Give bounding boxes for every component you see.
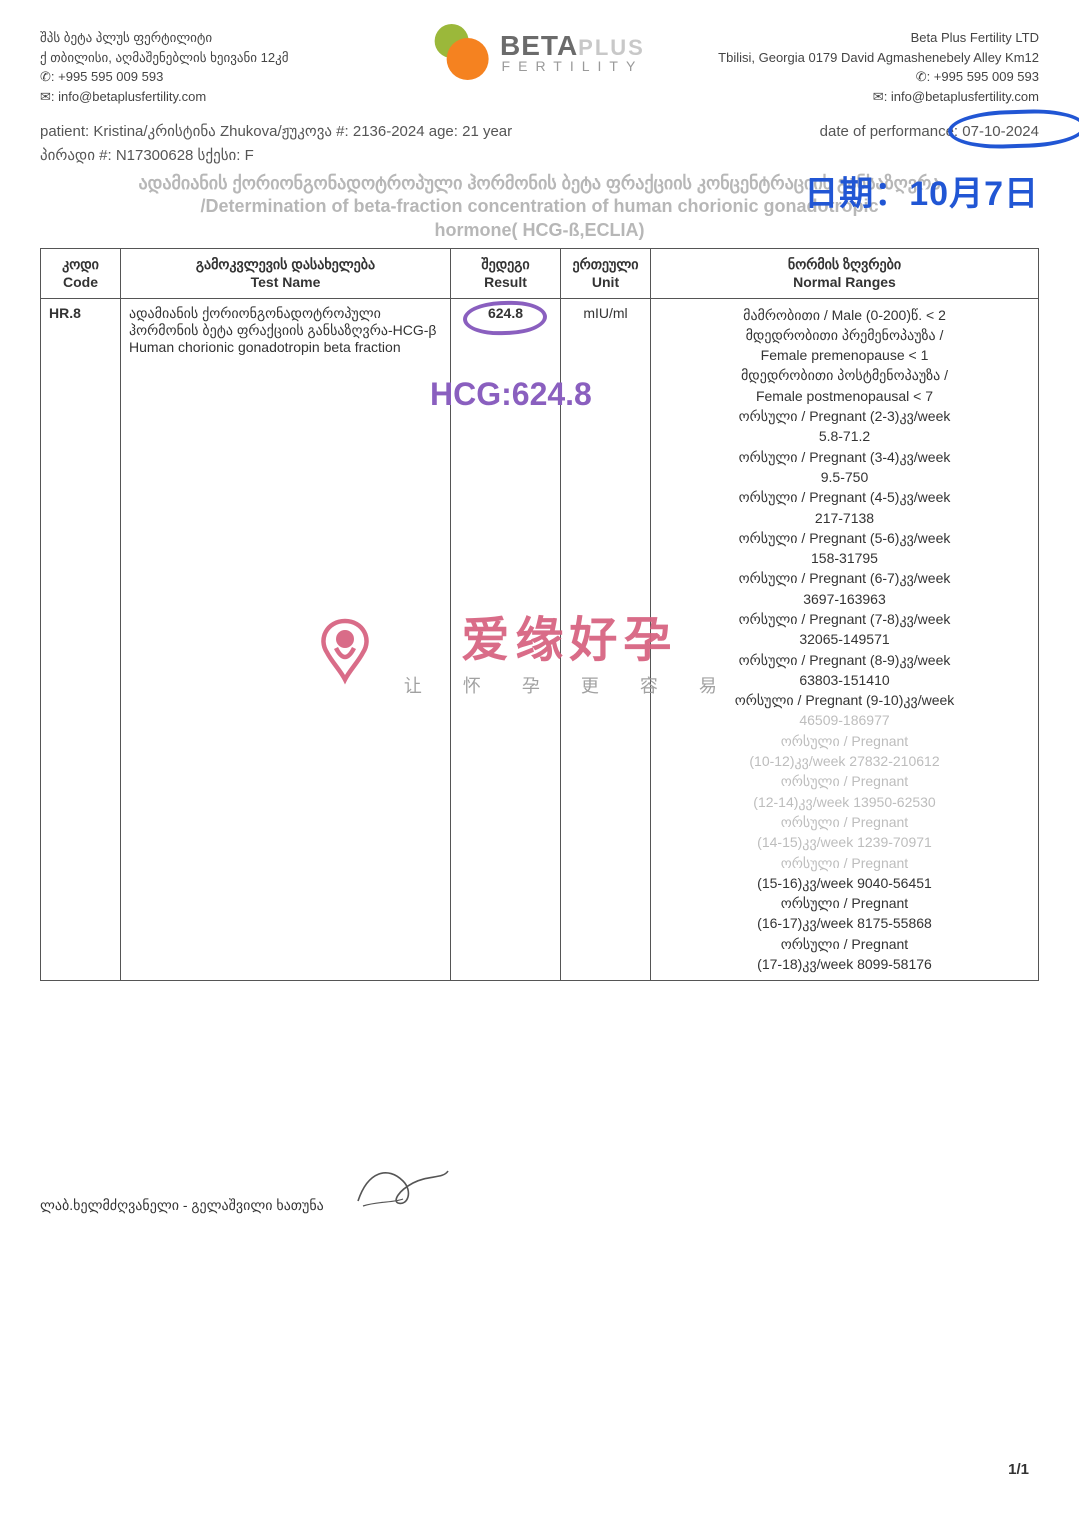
clinic-name-en: Beta Plus Fertility LTD	[718, 28, 1039, 48]
range-line-faded: (12-14)კვ/week 13950-62530	[659, 792, 1030, 812]
range-line-faded: ორსული / Pregnant	[659, 812, 1030, 832]
date-highlight-circle	[948, 108, 1079, 151]
range-line: 217-7138	[659, 508, 1030, 528]
range-line: ორსული / Pregnant (6-7)კვ/week	[659, 568, 1030, 588]
th-code: კოდი Code	[41, 249, 121, 298]
clinic-info-left: შპს ბეტა პლუს ფერტილიტი ქ თბილისი, აღმაშ…	[40, 28, 289, 106]
clinic-info-right: Beta Plus Fertility LTD Tbilisi, Georgia…	[718, 28, 1039, 106]
clinic-phone-r: ✆: +995 595 009 593	[718, 67, 1039, 87]
patient-line2: პირადი #: N17300628 სქესი: F	[40, 144, 1039, 168]
range-line: 32065-149571	[659, 629, 1030, 649]
range-line: (17-18)კვ/week 8099-58176	[659, 954, 1030, 974]
clinic-email-r: ✉: info@betaplusfertility.com	[718, 87, 1039, 107]
range-line: (16-17)კვ/week 8175-55868	[659, 913, 1030, 933]
range-line: ორსული / Pregnant (9-10)კვ/week	[659, 690, 1030, 710]
annotation-hcg: HCG:624.8	[430, 376, 592, 413]
table-header-row: კოდი Code გამოკვლევის დასახელება Test Na…	[41, 249, 1039, 298]
logo-text-sub: FERTILITY	[500, 58, 645, 74]
range-line: მდედრობითი პრემენოპაუზა /	[659, 325, 1030, 345]
clinic-address-ka: ქ თბილისი, აღმაშენებლის ხეივანი 12კმ	[40, 48, 289, 68]
range-line: 63803-151410	[659, 670, 1030, 690]
range-line: Female premenopause < 1	[659, 345, 1030, 365]
range-line: ორსული / Pregnant (8-9)კვ/week	[659, 650, 1030, 670]
clinic-email: ✉: info@betaplusfertility.com	[40, 87, 289, 107]
results-table: კოდი Code გამოკვლევის დასახელება Test Na…	[40, 248, 1039, 981]
clinic-logo: BETAPLUS FERTILITY	[434, 24, 645, 80]
range-line: Female postmenopausal < 7	[659, 386, 1030, 406]
th-unit: ერთეული Unit	[561, 249, 651, 298]
range-line-faded: (14-15)კვ/week 1239-70971	[659, 832, 1030, 852]
report-title: 日期：10月7日 ადამიანის ქორიონგონადოტროპული ჰ…	[40, 172, 1039, 242]
range-line: 158-31795	[659, 548, 1030, 568]
page-number: 1/1	[1008, 1461, 1029, 1478]
range-line: მამრობითი / Male (0-200)წ. < 2	[659, 305, 1030, 325]
range-line-faded: (10-12)კვ/week 27832-210612	[659, 751, 1030, 771]
logo-text-plus: PLUS	[578, 35, 645, 60]
patient-line1-left: patient: Kristina/კრისტინა Zhukova/ჟუკოვ…	[40, 120, 512, 144]
range-line-faded: ორსული / Pregnant	[659, 731, 1030, 751]
range-line: ორსული / Pregnant	[659, 934, 1030, 954]
range-line-faded: 46509-186977	[659, 710, 1030, 730]
range-line: 3697-163963	[659, 589, 1030, 609]
range-line: (15-16)კვ/week 9040-56451	[659, 873, 1030, 893]
range-line: მდედრობითი პოსტმენოპაუზა /	[659, 365, 1030, 385]
patient-info: patient: Kristina/კრისტინა Zhukova/ჟუკოვ…	[40, 120, 1039, 168]
logo-text-beta: BETA	[500, 30, 578, 61]
th-ranges: ნორმის ზღვრები Normal Ranges	[651, 249, 1039, 298]
range-line-faded: ორსული / Pregnant	[659, 853, 1030, 873]
annotation-date-cn: 日期：10月7日	[804, 166, 1039, 215]
date-label: date of performance:	[820, 123, 963, 140]
signature-row: ლაბ.ხელმძღვანელი - გელაშვილი ხათუნა	[40, 1161, 1039, 1214]
logo-icon	[434, 24, 490, 80]
range-line-faded: ორსული / Pregnant	[659, 771, 1030, 791]
th-result: შედეგი Result	[451, 249, 561, 298]
range-line: ორსული / Pregnant (7-8)კვ/week	[659, 609, 1030, 629]
range-line: 9.5-750	[659, 467, 1030, 487]
range-line: 5.8-71.2	[659, 426, 1030, 446]
range-line: ორსული / Pregnant	[659, 893, 1030, 913]
title-en2: hormone( HCG-ß,ECLIA)	[40, 219, 1039, 242]
cell-name: ადამიანის ქორიონგონადოტროპული ჰორმონის ბ…	[121, 298, 451, 981]
cell-ranges: მამრობითი / Male (0-200)წ. < 2მდედრობითი…	[651, 298, 1039, 981]
th-name: გამოკვლევის დასახელება Test Name	[121, 249, 451, 298]
range-line: ორსული / Pregnant (2-3)კვ/week	[659, 406, 1030, 426]
clinic-name-ka: შპს ბეტა პლუს ფერტილიტი	[40, 28, 289, 48]
result-highlight-circle	[462, 299, 547, 336]
patient-date-wrap: date of performance: 07-10-2024	[820, 120, 1039, 144]
cell-code: HR.8	[41, 298, 121, 981]
range-line: ორსული / Pregnant (3-4)კვ/week	[659, 447, 1030, 467]
signature-label: ლაბ.ხელმძღვანელი - გელაშვილი ხათუნა	[40, 1197, 324, 1214]
clinic-address-en: Tbilisi, Georgia 0179 David Agmashenebel…	[718, 48, 1039, 68]
clinic-phone: ✆: +995 595 009 593	[40, 67, 289, 87]
signature-icon	[348, 1161, 458, 1214]
range-line: ორსული / Pregnant (5-6)კვ/week	[659, 528, 1030, 548]
range-line: ორსული / Pregnant (4-5)კვ/week	[659, 487, 1030, 507]
